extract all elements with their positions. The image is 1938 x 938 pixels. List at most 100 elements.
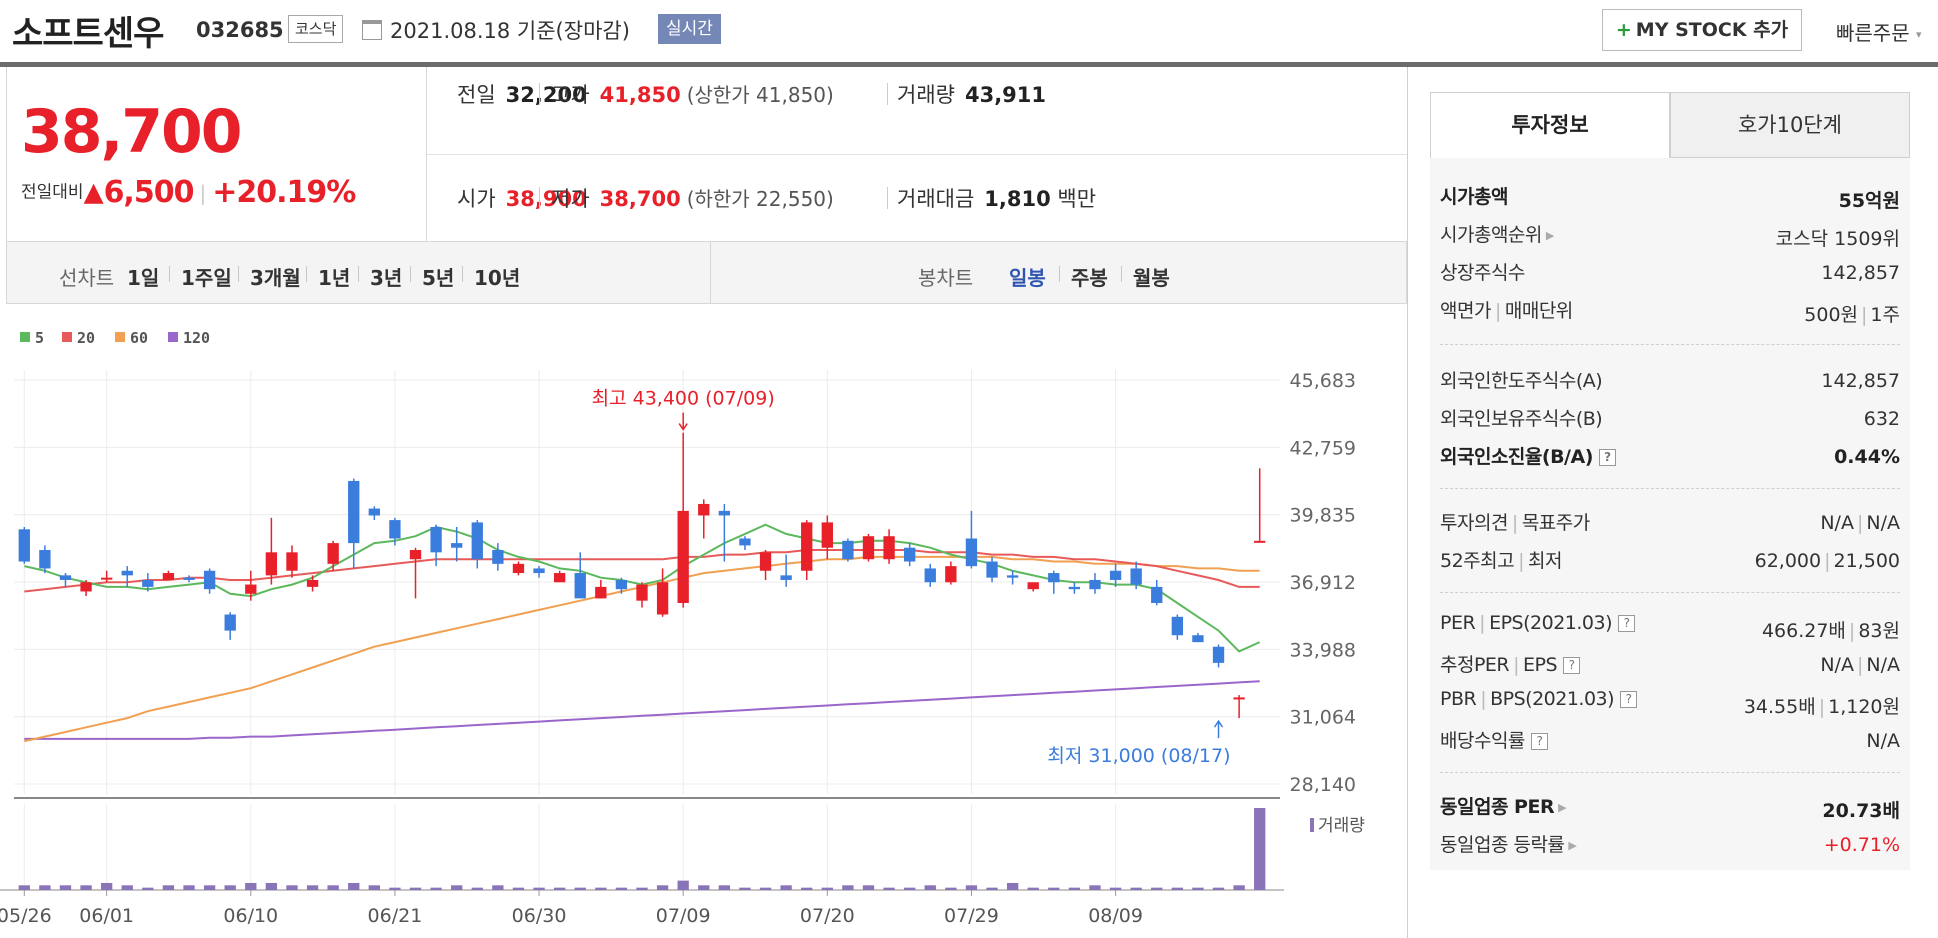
candle-body: [1212, 646, 1225, 663]
pbr-label: PBR: [1440, 688, 1477, 710]
help-icon[interactable]: ?: [1598, 449, 1616, 466]
help-icon[interactable]: ?: [1563, 657, 1581, 674]
volume-bar: [615, 887, 628, 890]
est-per-label: 추정PER: [1440, 654, 1510, 676]
amount-unit: 백만: [1057, 187, 1097, 211]
divider: [539, 83, 540, 105]
foreign-ratio-label: 외국인소진율(B/A): [1440, 446, 1593, 468]
plus-icon: +: [1615, 19, 1632, 41]
high-value: 41,850: [599, 83, 681, 107]
volume-bar: [203, 885, 216, 890]
volume-bar: [368, 885, 380, 890]
trade-amount: 거래대금 1,810 백만: [897, 183, 1096, 213]
industry-rate-value: +0.71%: [1823, 834, 1900, 856]
volume-bar: [1151, 887, 1163, 890]
shares-label: 상장주식수: [1440, 262, 1525, 284]
per-label: PER: [1440, 612, 1476, 634]
volume-bar: [924, 885, 936, 890]
period-3m[interactable]: 3개월: [250, 266, 301, 290]
help-icon[interactable]: ?: [1618, 615, 1635, 632]
est-eps-value: N/A: [1866, 654, 1900, 676]
bps-value: 1,120원: [1828, 696, 1900, 718]
candle-body: [821, 522, 833, 548]
info-tabs: 투자정보 호가10단계: [1430, 92, 1910, 158]
tab-orderbook[interactable]: 호가10단계: [1670, 92, 1910, 158]
per-value: 466.27배: [1761, 620, 1846, 642]
x-tick-label: 07/09: [656, 905, 711, 927]
est-per-value: N/A: [1820, 654, 1854, 676]
period-3y[interactable]: 3년: [370, 266, 403, 290]
divider: [887, 83, 888, 105]
period-5y[interactable]: 5년: [422, 266, 455, 290]
candle-body: [1151, 586, 1163, 603]
volume-bar: [18, 885, 30, 890]
volume-legend-label: 거래량: [1318, 816, 1365, 836]
chevron-right-icon: ▶: [1545, 229, 1554, 242]
period-1w[interactable]: 1주일: [181, 266, 232, 290]
candle-body: [759, 552, 772, 571]
divider: |: [1494, 300, 1501, 322]
volume-bar: [801, 887, 813, 890]
up-arrow-icon: ▲: [83, 177, 104, 208]
period-1y[interactable]: 1년: [318, 266, 351, 290]
candle-body: [1089, 579, 1101, 590]
volume-bar: [965, 885, 978, 890]
candle-body: [842, 540, 854, 560]
volume-bar: [1171, 887, 1184, 890]
industry-per-row[interactable]: 동일업종 PER ▶ 20.73배: [1440, 792, 1900, 824]
volume-bar: [862, 885, 875, 890]
candle-body: [718, 510, 731, 516]
candle-body: [286, 552, 298, 571]
legend-swatch: [115, 332, 125, 342]
add-my-stock-button[interactable]: + MY STOCK 추가: [1602, 9, 1802, 51]
par-row: 액면가 | 매매단위 500원 | 1주: [1440, 296, 1900, 328]
volume-bar: [327, 885, 339, 890]
ma20-line: [24, 549, 1260, 593]
help-icon[interactable]: ?: [1530, 733, 1548, 750]
stock-code: 032685: [196, 18, 284, 42]
candle-body: [1109, 570, 1122, 580]
dividend-label: 배당수익률: [1440, 730, 1525, 752]
change-label: 전일대비: [21, 182, 84, 203]
eps-label: EPS(2021.03): [1489, 612, 1612, 634]
lower-limit: (하한가 22,550): [686, 187, 834, 211]
shares-value: 142,857: [1821, 262, 1900, 284]
candle-body: [945, 566, 957, 583]
opinion-row: 투자의견 | 목표주가 N/A | N/A: [1440, 508, 1900, 540]
divider: |: [1518, 550, 1525, 572]
dividend-value: N/A: [1866, 730, 1900, 752]
rank-row[interactable]: 시가총액순위 ▶ 코스닥 1509위: [1440, 220, 1900, 252]
price-chart[interactable]: 45,683 42,759 39,835 36,912 33,988 31,064 28,1…: [0, 304, 1407, 938]
realtime-button[interactable]: 실시간: [658, 14, 721, 44]
industry-rate-row[interactable]: 동일업종 등락률 ▶ +0.71%: [1440, 830, 1900, 862]
quick-order-button[interactable]: 빠른주문 ▾: [1836, 17, 1922, 46]
low-price: 저가 38,700 (하한가 22,550): [551, 183, 834, 213]
chevron-right-icon: ▶: [1558, 801, 1567, 814]
candle-weekly[interactable]: 주봉: [1071, 266, 1108, 290]
volume-bar: [759, 887, 772, 890]
candle-daily[interactable]: 일봉: [1009, 266, 1046, 290]
row-divider: [427, 154, 1407, 155]
market-cap-label: 시가총액: [1440, 186, 1508, 208]
candle-body: [1068, 586, 1081, 590]
candle-body: [595, 586, 607, 599]
volume-bar: [780, 885, 792, 890]
y-tick-label: 39,835: [1290, 505, 1356, 527]
est-per-row: 추정PER | EPS? N/A | N/A: [1440, 650, 1900, 682]
tab-invest-info[interactable]: 투자정보: [1430, 92, 1670, 158]
prev-value: 32,200: [505, 83, 587, 107]
add-my-stock-label: MY STOCK 추가: [1635, 19, 1789, 41]
y-tick-label: 42,759: [1290, 437, 1356, 459]
open-price: 시가 38,900: [457, 183, 587, 213]
candle-body: [656, 582, 669, 615]
invest-info-panel: 시가총액 55억원 시가총액순위 ▶ 코스닥 1509위 상장주식수 142,85…: [1430, 158, 1910, 870]
divider: |: [1511, 512, 1518, 534]
candle-body: [80, 582, 92, 592]
shares-row: 상장주식수 142,857: [1440, 258, 1900, 290]
period-10y[interactable]: 10년: [474, 266, 521, 290]
volume-bar: [656, 885, 669, 890]
candle-monthly[interactable]: 월봉: [1133, 266, 1170, 290]
volume-bar: [245, 882, 257, 890]
help-icon[interactable]: ?: [1620, 691, 1638, 708]
period-1d[interactable]: 1일: [127, 266, 160, 290]
